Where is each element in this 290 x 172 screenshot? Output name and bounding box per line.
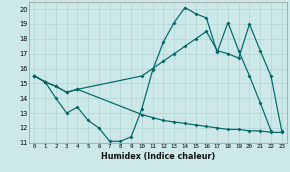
X-axis label: Humidex (Indice chaleur): Humidex (Indice chaleur) [101, 152, 215, 161]
